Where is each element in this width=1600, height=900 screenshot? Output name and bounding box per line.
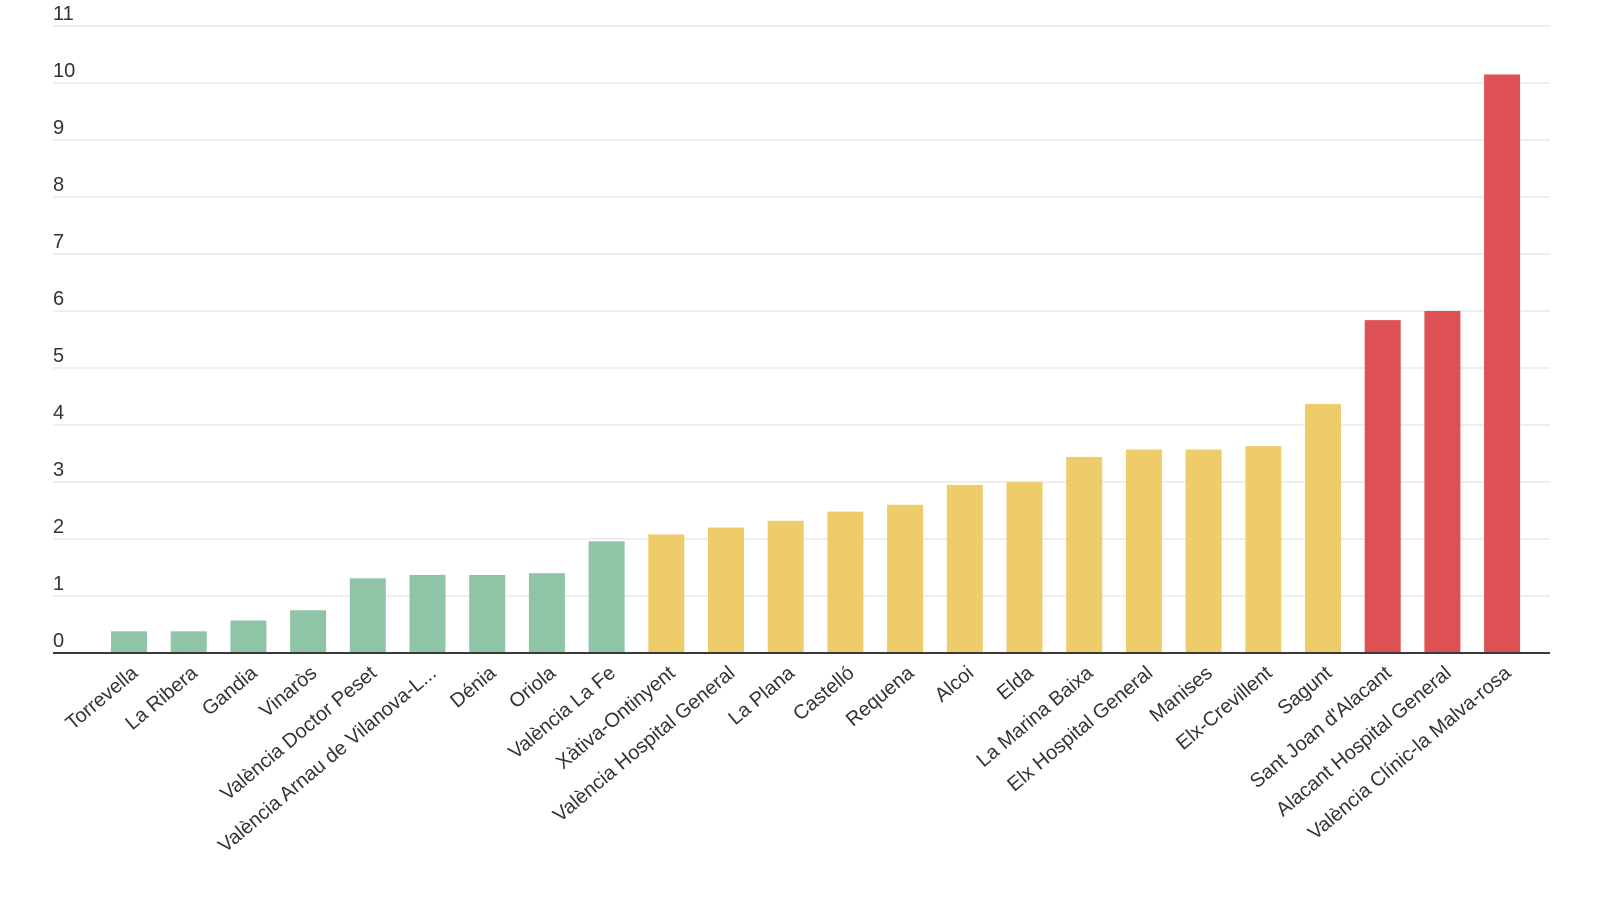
bar [409,574,446,653]
bar [827,511,864,653]
y-tick-label: 1 [53,573,64,595]
bar [946,484,983,653]
bar [170,631,207,653]
bar [469,574,506,653]
y-tick-label: 0 [53,630,64,652]
y-tick-label: 9 [53,117,64,139]
y-tick-label: 3 [53,459,64,481]
bar [1245,446,1282,653]
bar [349,578,386,653]
y-tick-label: 11 [53,3,74,25]
bar [887,504,924,653]
bar [767,520,804,653]
bar [1125,449,1162,653]
bar [230,620,267,653]
bar [1185,449,1222,653]
bar [708,527,744,653]
bar [1006,482,1043,653]
y-axis-tick-labels: 0 1 2 3 4 5 6 7 8 9 10 11 [53,3,75,652]
grid-lines [53,25,1550,597]
bar [1424,311,1461,653]
bars [111,74,1521,653]
y-tick-label: 5 [53,345,64,367]
x-tick-label: Gandia [198,661,262,720]
bar [1484,74,1521,653]
x-tick-label: València Arnau de Vilanova-L... [214,662,441,857]
x-tick-label: Elda [993,661,1038,704]
x-tick-label: La Plana [724,661,799,729]
bar [290,610,327,653]
y-tick-label: 4 [53,402,64,424]
bar [1066,456,1103,653]
x-tick-label: Alcoi [931,662,978,707]
y-tick-label: 7 [53,231,64,253]
bar [528,573,565,653]
x-tick-label: Requena [842,661,919,731]
bar [588,541,625,653]
y-tick-label: 10 [53,60,75,82]
y-tick-label: 8 [53,174,64,196]
bar [1364,320,1401,653]
bar [1305,403,1341,653]
bar [111,631,147,653]
x-tick-label: Dénia [446,661,501,712]
bar [648,534,685,653]
y-tick-label: 2 [53,516,64,538]
y-tick-label: 6 [53,288,64,310]
